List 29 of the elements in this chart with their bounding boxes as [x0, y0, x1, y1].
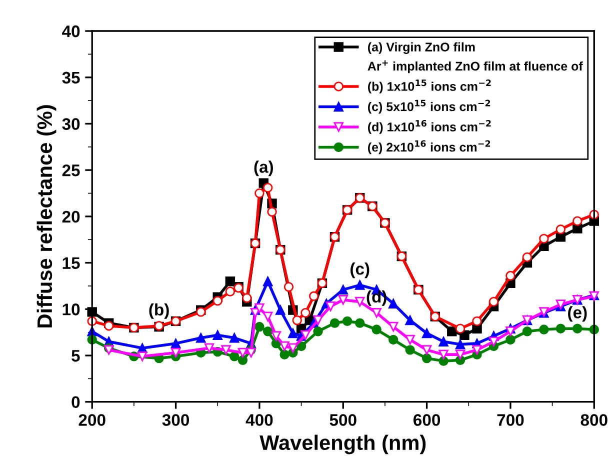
y-tick-label: 30 [62, 118, 80, 130]
annotation: (c) [350, 262, 370, 278]
y-tick-label: 40 [62, 25, 80, 38]
legend-label: (c) 5x10$^{15}$ ions cm$^{−2}$ [368, 100, 490, 114]
x-tick-label: 300 [162, 414, 190, 426]
x-tick-label: 200 [78, 414, 106, 426]
x-tick-label: 400 [246, 414, 273, 426]
y-tick-label: 5 [72, 350, 80, 362]
x-axis-title: Wavelength (nm) [260, 434, 426, 454]
annotation: (a) [254, 160, 273, 176]
y-tick-label: 25 [62, 164, 80, 176]
y-tick-label: 15 [62, 257, 80, 269]
y-tick-label: 35 [62, 72, 80, 84]
annotation: (d) [366, 290, 386, 306]
x-tick-label: 800 [580, 414, 608, 426]
x-tick-label: 600 [414, 414, 440, 426]
y-axis-title: Diffuse reflectance (%) [36, 105, 56, 328]
y-tick-label: 20 [62, 210, 80, 223]
legend-label: (a) Virgin ZnO film [368, 42, 475, 54]
y-tick-label: 0 [72, 396, 80, 408]
y-tick-label: 10 [62, 304, 80, 316]
annotation: Ar$^{+}$ implanted ZnO film at fluence of [368, 60, 583, 74]
legend-label: (e) 2x10$^{16}$ ions cm$^{−2}$ [368, 140, 490, 154]
legend-label: (d) 1x10$^{16}$ ions cm$^{−2}$ [368, 120, 491, 134]
annotation: (e) [568, 306, 587, 322]
x-tick-label: 500 [330, 414, 356, 426]
x-tick-label: 700 [497, 414, 524, 426]
legend-label: (b) 1x10$^{15}$ ions cm$^{−2}$ [368, 79, 491, 94]
annotation: (b) [149, 303, 169, 319]
